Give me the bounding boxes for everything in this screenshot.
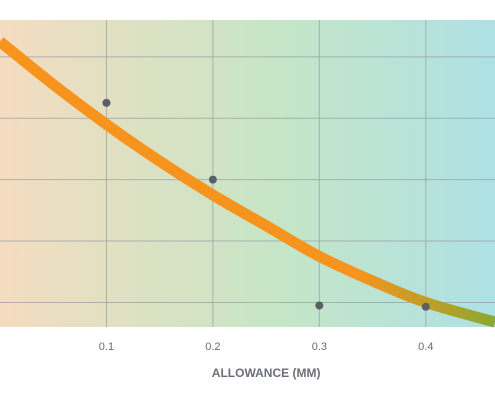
data-point [208, 175, 217, 184]
data-point [421, 302, 430, 311]
data-points [102, 98, 430, 311]
grid [0, 20, 495, 327]
plot-background [0, 20, 495, 327]
x-axis-label: ALLOWANCE (MM) [212, 366, 321, 380]
x-tick-labels: 0.1 0.2 0.3 0.4 [99, 341, 434, 353]
x-tick-label: 0.4 [418, 341, 433, 353]
x-tick-label: 0.3 [312, 341, 327, 353]
x-tick-label: 0.1 [99, 341, 114, 353]
data-point [102, 98, 111, 107]
x-tick-label: 0.2 [205, 341, 220, 353]
data-point [315, 301, 324, 310]
fit-curve [0, 37, 495, 328]
